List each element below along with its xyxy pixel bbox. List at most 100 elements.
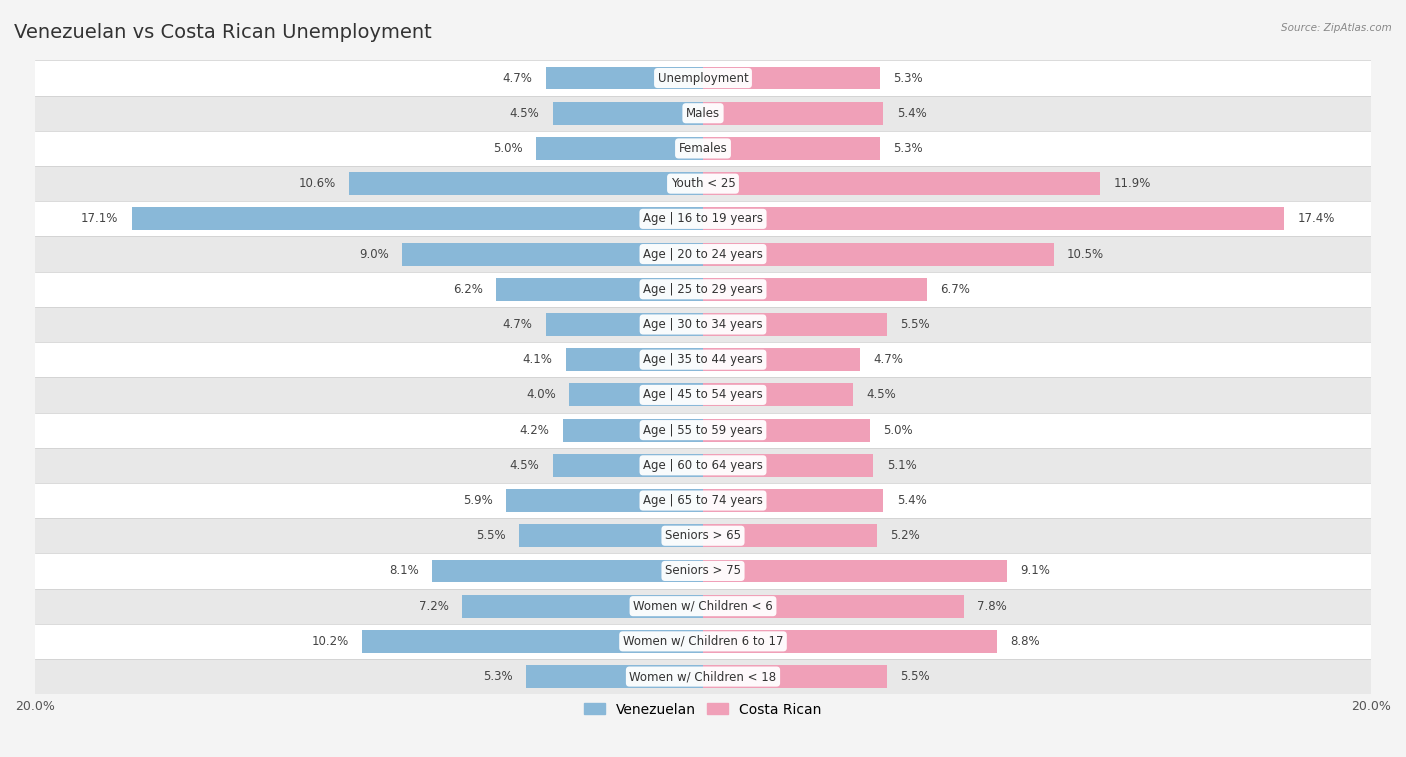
Bar — [703, 101, 883, 125]
Bar — [35, 588, 1371, 624]
Text: 4.7%: 4.7% — [503, 318, 533, 331]
Text: Venezuelan vs Costa Rican Unemployment: Venezuelan vs Costa Rican Unemployment — [14, 23, 432, 42]
Text: 4.2%: 4.2% — [519, 424, 550, 437]
Bar — [703, 313, 887, 336]
Text: Age | 20 to 24 years: Age | 20 to 24 years — [643, 248, 763, 260]
Bar — [703, 665, 887, 688]
Text: 5.5%: 5.5% — [900, 318, 929, 331]
Bar — [703, 595, 963, 618]
Text: 5.1%: 5.1% — [887, 459, 917, 472]
Bar — [496, 278, 703, 301]
Text: Women w/ Children < 6: Women w/ Children < 6 — [633, 600, 773, 612]
Bar — [35, 201, 1371, 236]
Bar — [536, 137, 703, 160]
Bar — [35, 272, 1371, 307]
Text: 4.0%: 4.0% — [526, 388, 555, 401]
Text: Age | 30 to 34 years: Age | 30 to 34 years — [643, 318, 763, 331]
Bar — [433, 559, 703, 582]
Bar — [703, 454, 873, 477]
Text: Age | 60 to 64 years: Age | 60 to 64 years — [643, 459, 763, 472]
Bar — [703, 243, 1053, 266]
Text: 5.0%: 5.0% — [883, 424, 912, 437]
Text: 10.6%: 10.6% — [298, 177, 336, 190]
Text: 5.0%: 5.0% — [494, 142, 523, 155]
Bar — [703, 137, 880, 160]
Text: 4.5%: 4.5% — [866, 388, 897, 401]
Text: 10.5%: 10.5% — [1067, 248, 1104, 260]
Text: 4.7%: 4.7% — [873, 354, 903, 366]
Text: Age | 16 to 19 years: Age | 16 to 19 years — [643, 213, 763, 226]
Text: 17.1%: 17.1% — [82, 213, 118, 226]
Text: 5.3%: 5.3% — [893, 142, 922, 155]
Bar — [703, 207, 1284, 230]
Bar — [703, 630, 997, 653]
Bar — [35, 166, 1371, 201]
Text: 4.1%: 4.1% — [523, 354, 553, 366]
Bar — [703, 278, 927, 301]
Text: 4.7%: 4.7% — [503, 71, 533, 85]
Text: 5.4%: 5.4% — [897, 494, 927, 507]
Text: Women w/ Children < 18: Women w/ Children < 18 — [630, 670, 776, 683]
Bar — [132, 207, 703, 230]
Bar — [402, 243, 703, 266]
Text: 5.4%: 5.4% — [897, 107, 927, 120]
Bar — [553, 101, 703, 125]
Text: 5.3%: 5.3% — [484, 670, 513, 683]
Bar — [35, 553, 1371, 588]
Bar — [35, 659, 1371, 694]
Bar — [35, 447, 1371, 483]
Bar — [35, 483, 1371, 518]
Bar — [703, 384, 853, 407]
Text: 5.3%: 5.3% — [893, 71, 922, 85]
Bar — [35, 236, 1371, 272]
Bar — [703, 419, 870, 441]
Bar — [703, 489, 883, 512]
Bar — [506, 489, 703, 512]
Bar — [567, 348, 703, 371]
Text: Youth < 25: Youth < 25 — [671, 177, 735, 190]
Text: Seniors > 75: Seniors > 75 — [665, 565, 741, 578]
Text: Age | 35 to 44 years: Age | 35 to 44 years — [643, 354, 763, 366]
Bar — [569, 384, 703, 407]
Bar — [519, 525, 703, 547]
Bar — [35, 342, 1371, 377]
Text: 6.7%: 6.7% — [941, 283, 970, 296]
Text: Women w/ Children 6 to 17: Women w/ Children 6 to 17 — [623, 635, 783, 648]
Text: 17.4%: 17.4% — [1298, 213, 1334, 226]
Bar — [546, 313, 703, 336]
Bar — [703, 348, 860, 371]
Text: Age | 45 to 54 years: Age | 45 to 54 years — [643, 388, 763, 401]
Text: 5.5%: 5.5% — [477, 529, 506, 542]
Text: 8.1%: 8.1% — [389, 565, 419, 578]
Bar — [546, 67, 703, 89]
Bar — [526, 665, 703, 688]
Text: 9.1%: 9.1% — [1021, 565, 1050, 578]
Text: 7.8%: 7.8% — [977, 600, 1007, 612]
Text: 6.2%: 6.2% — [453, 283, 482, 296]
Text: Seniors > 65: Seniors > 65 — [665, 529, 741, 542]
Text: Females: Females — [679, 142, 727, 155]
Bar — [35, 307, 1371, 342]
Text: 4.5%: 4.5% — [509, 459, 540, 472]
Text: Unemployment: Unemployment — [658, 71, 748, 85]
Bar — [35, 624, 1371, 659]
Bar — [553, 454, 703, 477]
Text: Age | 25 to 29 years: Age | 25 to 29 years — [643, 283, 763, 296]
Legend: Venezuelan, Costa Rican: Venezuelan, Costa Rican — [579, 697, 827, 722]
Bar — [562, 419, 703, 441]
Text: Males: Males — [686, 107, 720, 120]
Text: 7.2%: 7.2% — [419, 600, 449, 612]
Text: 4.5%: 4.5% — [509, 107, 540, 120]
Bar — [35, 131, 1371, 166]
Text: Age | 65 to 74 years: Age | 65 to 74 years — [643, 494, 763, 507]
Text: 5.9%: 5.9% — [463, 494, 492, 507]
Bar — [463, 595, 703, 618]
Bar — [35, 518, 1371, 553]
Text: 10.2%: 10.2% — [312, 635, 349, 648]
Bar — [35, 377, 1371, 413]
Bar — [35, 95, 1371, 131]
Bar — [703, 559, 1007, 582]
Bar — [349, 172, 703, 195]
Text: 11.9%: 11.9% — [1114, 177, 1152, 190]
Bar — [703, 525, 877, 547]
